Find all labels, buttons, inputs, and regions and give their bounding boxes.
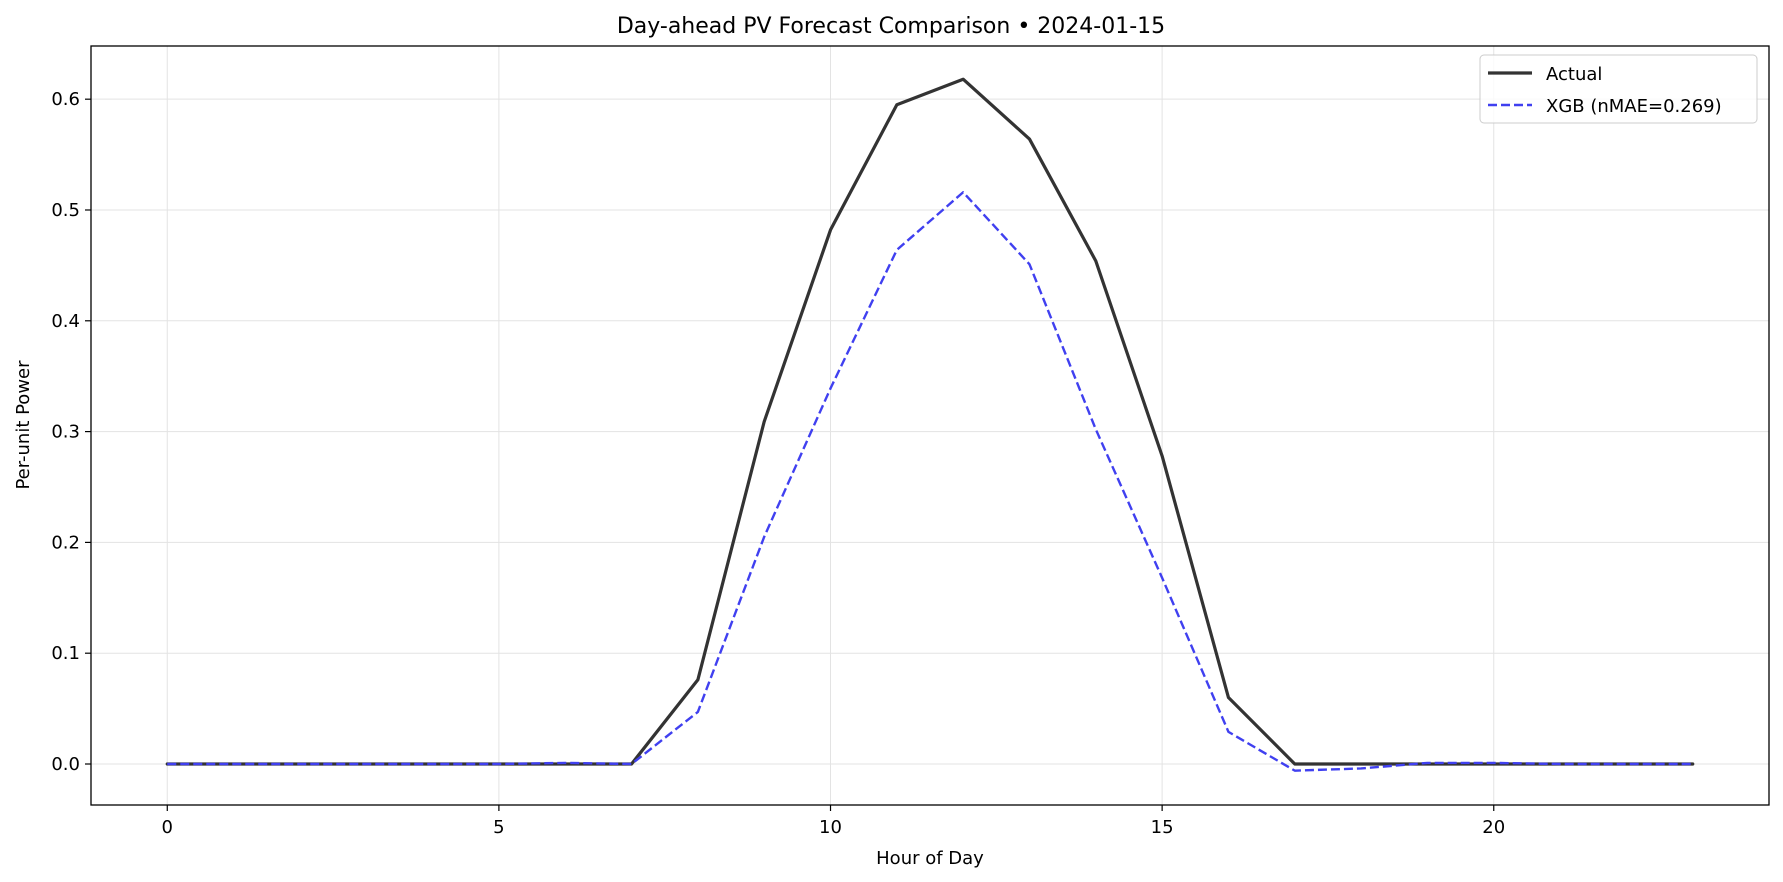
y-tick-label: 0.5 [51,200,80,221]
plot-area [165,77,1695,772]
legend: Actual XGB (nMAE=0.269) [1479,54,1758,124]
y-axis: 0.0 0.1 0.2 0.3 0.4 0.5 0.6 [51,89,91,775]
x-tick-label: 15 [1151,817,1174,838]
y-tick-label: 0.6 [51,89,80,110]
x-axis: 0 5 10 15 20 [162,805,1505,838]
y-tick-label: 0.0 [51,754,80,775]
x-tick-label: 5 [493,817,504,838]
y-tick-label: 0.1 [51,643,80,664]
x-tick-label: 10 [819,817,842,838]
x-axis-label: Hour of Day [876,848,984,869]
chart-title: Day-ahead PV Forecast Comparison • 2024-… [617,14,1165,39]
axes-frame [90,45,1770,806]
y-tick-label: 0.2 [51,532,80,553]
y-tick-label: 0.4 [51,311,80,332]
y-tick-label: 0.3 [51,422,80,443]
legend-box [1479,54,1758,124]
legend-label-actual: Actual [1546,64,1602,85]
x-tick-label: 20 [1482,817,1505,838]
y-axis-label: Per-unit Power [13,360,34,490]
x-tick-label: 0 [162,817,173,838]
series-line-xgb [167,191,1693,772]
legend-label-xgb: XGB (nMAE=0.269) [1546,96,1722,117]
